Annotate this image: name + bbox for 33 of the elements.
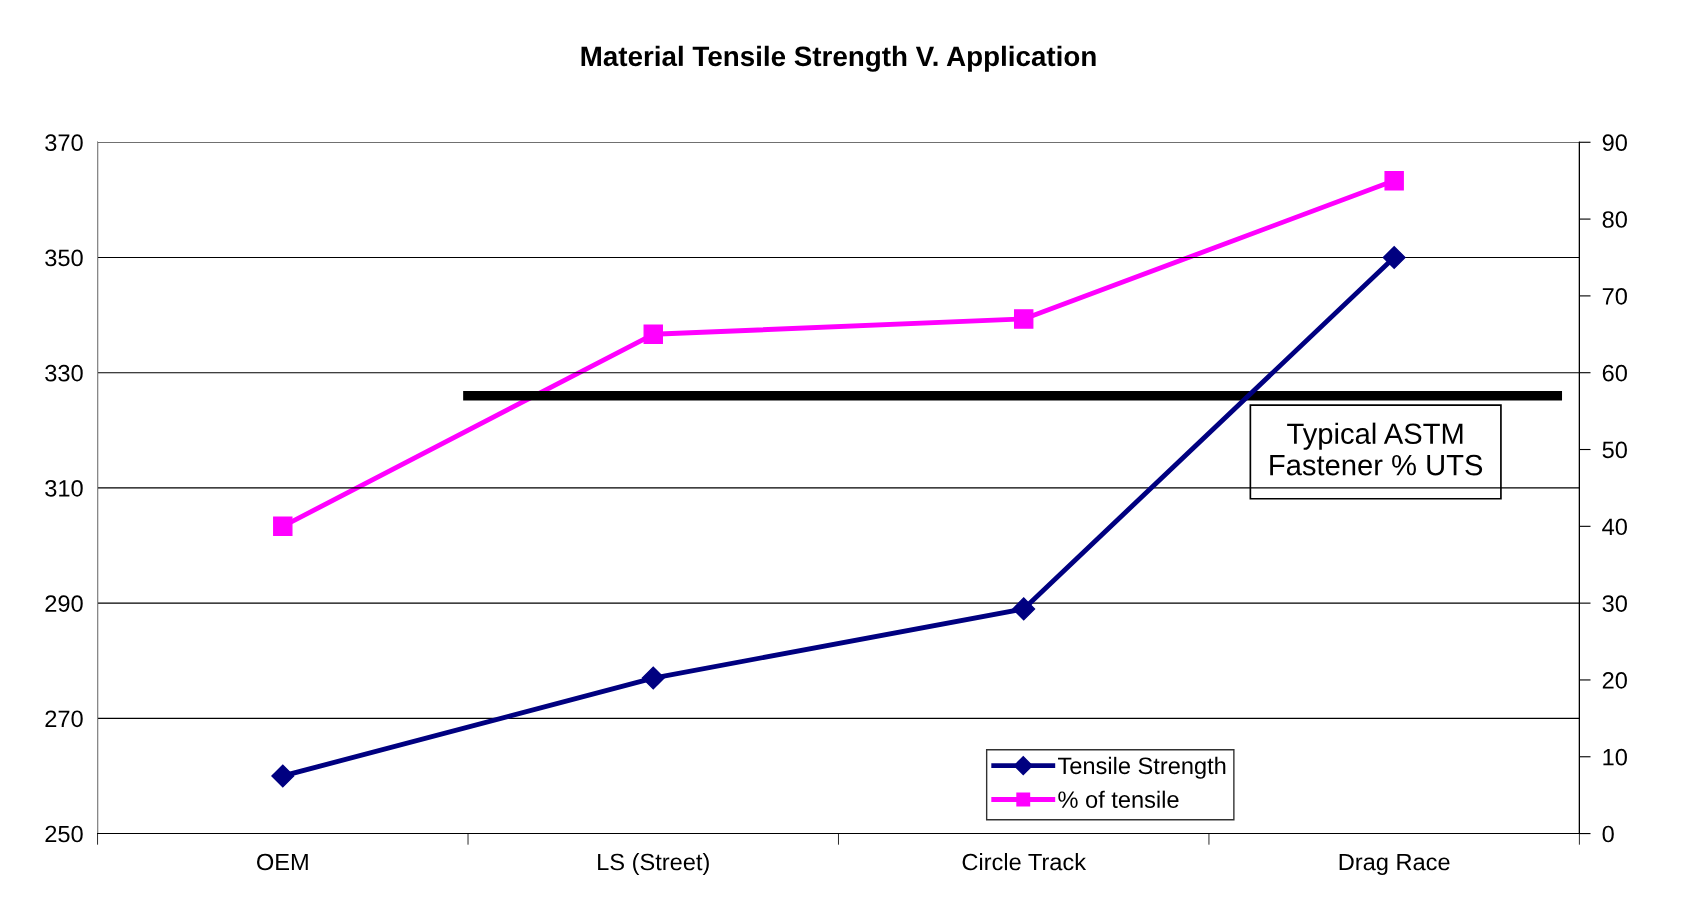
legend-label: % of tensile bbox=[1058, 790, 1179, 808]
legend-label: Tensile Strength bbox=[1058, 756, 1226, 779]
point bbox=[1012, 597, 1036, 621]
chart-title: Material Tensile Strength V. Application bbox=[581, 45, 1096, 72]
y2-tick-label: 40 bbox=[1602, 518, 1627, 536]
y2-tick-label: 30 bbox=[1602, 595, 1627, 612]
y2-tick-label: 20 bbox=[1602, 672, 1627, 689]
x-tick-label: Drag Race bbox=[1339, 853, 1450, 876]
x-tick-label: OEM bbox=[257, 853, 308, 871]
y-tick-label: 270 bbox=[45, 710, 83, 728]
x-tick-label: Circle Track bbox=[962, 853, 1087, 871]
point bbox=[1013, 309, 1034, 329]
y-tick-label: 370 bbox=[45, 134, 83, 152]
y2-tick-label: 60 bbox=[1602, 364, 1627, 382]
point bbox=[1384, 170, 1404, 191]
point bbox=[271, 764, 295, 788]
y-tick-label: 250 bbox=[45, 825, 83, 843]
y2-tick-label: 80 bbox=[1602, 211, 1627, 228]
y2-tick-label: 70 bbox=[1602, 287, 1627, 305]
point bbox=[641, 666, 665, 690]
y2-tick-label: 90 bbox=[1602, 134, 1627, 152]
y-tick-label: 330 bbox=[45, 364, 83, 382]
y2-tick-label: 50 bbox=[1602, 441, 1627, 459]
point bbox=[643, 324, 663, 345]
ref-line-label: Typical ASTM Fastener % UTS bbox=[1270, 422, 1483, 476]
y-tick-label: 310 bbox=[45, 479, 83, 497]
y2-tick-label: 10 bbox=[1603, 748, 1627, 766]
point bbox=[273, 516, 293, 537]
y-tick-label: 290 bbox=[45, 595, 83, 612]
x-tick-label: LS (Street) bbox=[598, 853, 709, 876]
y-tick-label: 350 bbox=[45, 249, 83, 267]
y2-tick-label: 0 bbox=[1602, 825, 1614, 843]
point bbox=[1382, 245, 1406, 269]
